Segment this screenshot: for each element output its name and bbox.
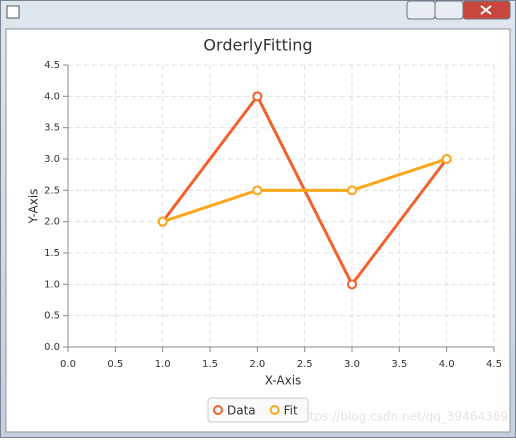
watermark: https://blog.csdn.net/qq_39464369 <box>297 410 508 424</box>
x-tick-label: 3.5 <box>391 359 407 370</box>
series-line <box>162 157 448 224</box>
data-point <box>441 154 452 164</box>
x-tick-label: 3.0 <box>344 359 360 370</box>
close-icon <box>480 5 492 15</box>
legend-marker <box>269 405 280 415</box>
y-tick-label: 0.0 <box>44 342 60 353</box>
x-tick-label: 2.0 <box>249 359 265 370</box>
y-tick-label: 1.5 <box>44 248 60 259</box>
chart-title: OrderlyFitting <box>203 36 312 55</box>
y-tick-label: 2.0 <box>44 217 60 228</box>
data-point <box>157 216 168 227</box>
legend-label: Data <box>227 404 256 418</box>
y-tick-label: 4.5 <box>44 60 60 71</box>
x-tick-label: 2.5 <box>297 359 313 370</box>
minimize-button[interactable] <box>406 0 436 20</box>
y-tick-label: 3.5 <box>44 123 60 134</box>
data-point <box>347 185 357 196</box>
x-tick-label: 4.5 <box>486 359 502 370</box>
y-tick-label: 1.0 <box>44 279 60 290</box>
x-tick-label: 1.0 <box>155 359 171 370</box>
data-point <box>347 279 357 290</box>
legend-marker <box>213 405 223 415</box>
data-point <box>252 91 263 102</box>
chart-background <box>5 28 511 433</box>
y-axis-label: Y-Axis <box>27 189 41 225</box>
y-tick-label: 0.5 <box>44 311 60 322</box>
x-tick-label: 0.5 <box>107 359 123 370</box>
x-tick-label: 4.0 <box>439 359 455 370</box>
data-point <box>252 185 263 196</box>
window-icon <box>6 5 20 19</box>
legend-box <box>207 397 309 423</box>
legend-label: Fit <box>284 404 298 418</box>
y-tick-label: 4.0 <box>44 91 60 102</box>
x-tick-label: 1.5 <box>202 359 218 370</box>
y-tick-label: 2.5 <box>44 185 60 196</box>
x-tick-label: 0.0 <box>60 359 76 370</box>
y-tick-label: 3.0 <box>44 154 60 165</box>
maximize-button[interactable] <box>434 0 464 20</box>
x-axis-label: X-Axis <box>265 374 302 388</box>
legend: Data Fit <box>207 397 309 423</box>
